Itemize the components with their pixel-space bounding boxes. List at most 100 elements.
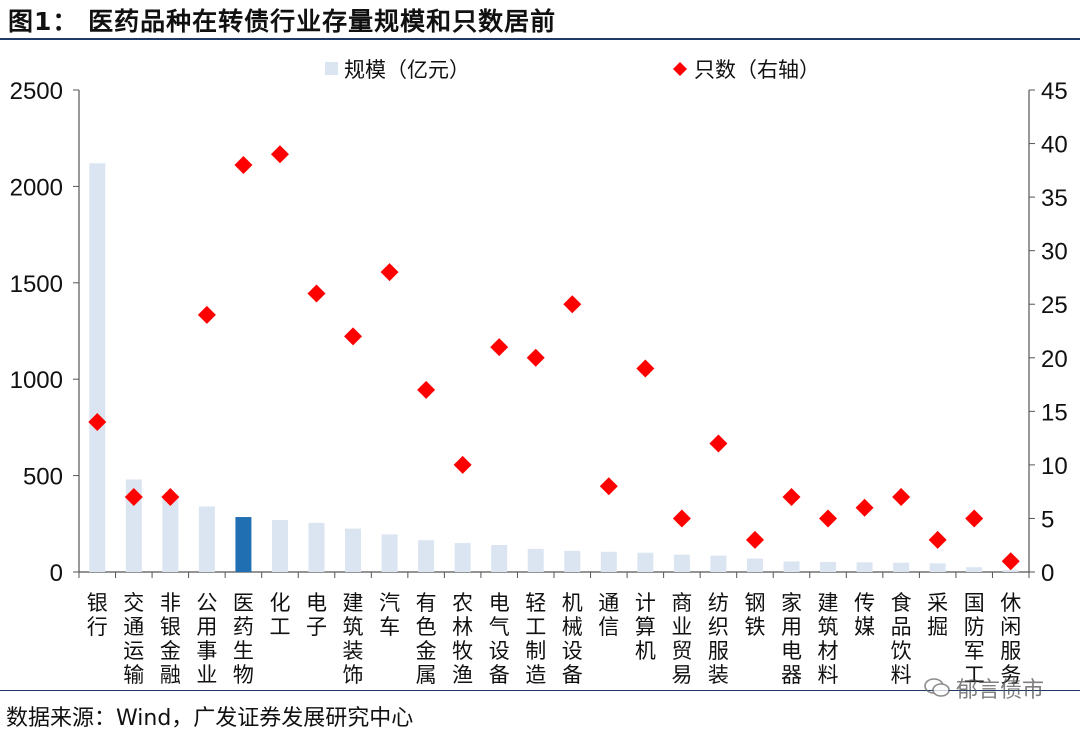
right-tick-label: 10 [1041, 453, 1068, 480]
category-label: 电气设备 [489, 591, 510, 687]
bar [198, 506, 215, 572]
count-marker [344, 327, 363, 346]
category-label: 纺织服装 [708, 591, 729, 687]
count-marker [270, 145, 289, 164]
count-marker [234, 155, 253, 174]
right-tick-label: 20 [1041, 346, 1068, 373]
source-note: 数据来源：Wind，广发证券发展研究中心 [6, 706, 414, 731]
bar [820, 561, 837, 572]
count-marker [709, 434, 728, 453]
legend-marker-label: 只数（右轴） [694, 58, 820, 82]
bar-series [89, 163, 1019, 572]
category-label: 化工 [269, 591, 290, 639]
bar [710, 555, 727, 572]
axes: 0 500 1000 1500 2000 2500 0 5 10 15 20 25 30 35 40 45 [10, 78, 1068, 587]
category-label: 建筑材料 [818, 591, 839, 687]
category-label: 交通运输 [123, 591, 144, 687]
category-label: 休闲服务 [1000, 591, 1021, 687]
count-marker [892, 488, 911, 507]
category-label: 通信 [598, 591, 619, 639]
source-rule [0, 690, 1080, 691]
bar [600, 551, 617, 572]
category-label: 家用电器 [781, 591, 802, 687]
category-label: 采掘 [927, 591, 948, 639]
count-marker [197, 305, 216, 324]
count-marker [819, 509, 838, 528]
category-label: 农林牧渔 [452, 591, 473, 687]
category-label: 有色金属 [416, 591, 437, 687]
count-marker [380, 263, 399, 282]
left-tick-label: 500 [23, 464, 63, 491]
bar [746, 558, 763, 572]
count-marker [855, 498, 874, 517]
bar [527, 548, 544, 572]
category-labels: 银行交通运输非银金融公用事业医药生物化工电子建筑装饰汽车有色金属农林牧渔电气设备… [87, 591, 1021, 687]
count-marker [782, 488, 801, 507]
bar [637, 552, 654, 572]
right-tick-label: 25 [1041, 292, 1068, 319]
bar [1002, 570, 1019, 572]
bar [418, 540, 435, 572]
category-label: 银行 [87, 591, 108, 639]
count-marker [1001, 552, 1020, 571]
count-marker [599, 477, 618, 496]
count-marker [307, 284, 326, 303]
title-rule [0, 38, 1080, 40]
legend-marker-swatch [673, 62, 687, 76]
bar [89, 163, 106, 572]
right-tick-label: 0 [1041, 560, 1054, 587]
count-marker [965, 509, 984, 528]
category-label: 传媒 [854, 591, 875, 639]
bar [783, 561, 800, 572]
bar [893, 562, 910, 572]
right-tick-label: 40 [1041, 132, 1068, 159]
bar [564, 550, 581, 572]
category-label: 公用事业 [196, 591, 217, 687]
category-label: 建筑装饰 [343, 591, 364, 687]
bar [125, 479, 142, 572]
figure-title: 图1： 医药品种在转债行业存量规模和只数居前 [8, 7, 557, 36]
legend-bar-label: 规模（亿元） [344, 58, 470, 82]
bar [162, 498, 179, 572]
count-marker [490, 338, 509, 357]
left-tick-label: 1000 [10, 367, 63, 394]
category-label: 机械设备 [562, 591, 583, 687]
bar [929, 563, 946, 572]
chat-bubble-icon [924, 678, 950, 697]
watermark-text: 郁言债市 [955, 678, 1044, 703]
bar [271, 519, 288, 572]
bar [491, 545, 508, 572]
category-label: 国防军工 [964, 591, 985, 687]
category-label: 轻工制造 [525, 591, 546, 687]
count-marker [563, 295, 582, 314]
bar [673, 554, 690, 572]
left-tick-label: 2000 [10, 174, 63, 201]
bar [381, 534, 398, 572]
right-tick-label: 15 [1041, 399, 1068, 426]
bar [235, 517, 252, 572]
count-marker [453, 455, 472, 474]
legend-bar-swatch [325, 62, 338, 75]
right-tick-label: 5 [1041, 506, 1054, 533]
category-label: 汽车 [379, 591, 400, 639]
count-marker [745, 530, 764, 549]
count-marker [636, 359, 655, 378]
count-marker [417, 380, 436, 399]
marker-series [88, 145, 1020, 571]
bar [856, 562, 873, 572]
category-label: 商业贸易 [671, 591, 692, 687]
watermark: 郁言债市 [924, 672, 1044, 704]
category-label: 非银金融 [160, 591, 181, 687]
right-tick-label: 35 [1041, 185, 1068, 212]
category-label: 计算机 [635, 591, 656, 663]
right-tick-label: 45 [1041, 78, 1068, 105]
category-label: 食品饮料 [891, 591, 912, 687]
left-tick-label: 2500 [10, 78, 63, 105]
bar [966, 567, 983, 572]
bar [308, 522, 325, 572]
count-marker [161, 488, 180, 507]
left-tick-label: 0 [50, 560, 63, 587]
category-label: 电子 [306, 591, 327, 639]
legend: 规模（亿元） 只数（右轴） [325, 58, 820, 82]
category-label: 医药生物 [233, 591, 254, 687]
